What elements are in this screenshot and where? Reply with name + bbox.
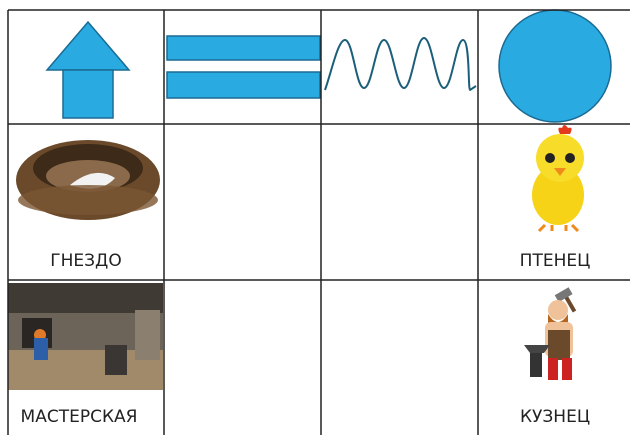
arrow-shape [45,20,131,119]
nest-image [16,140,160,220]
workshop-image [8,283,163,390]
table-grid [7,9,630,435]
wave [324,36,477,92]
label: ПТЕНЕЦ [520,251,591,271]
blacksmith-image [524,287,577,380]
equal-bars [166,35,321,99]
circle-shape [498,9,612,123]
chick-image [532,125,584,233]
label: ГНЕЗДО [50,251,121,271]
label: МАСТЕРСКАЯ [21,407,138,427]
label: КУЗНЕЦ [520,407,590,427]
